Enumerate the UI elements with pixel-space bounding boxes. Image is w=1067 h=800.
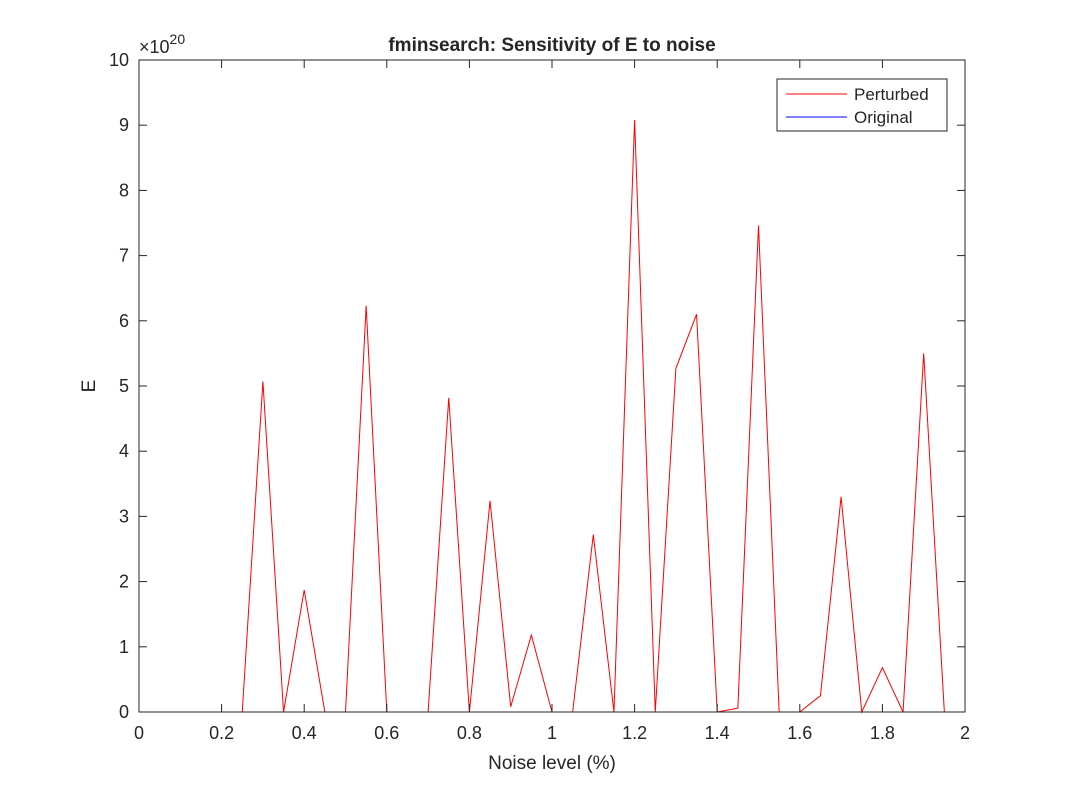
legend-label-original: Original [854,108,913,127]
legend-label-perturbed: Perturbed [854,85,929,104]
y-exponent: ×1020 [139,31,185,57]
y-axis-label: E [79,380,100,393]
y-tick-label: 0 [119,702,129,722]
x-tick-label: 0.6 [374,723,399,743]
y-tick-label: 2 [119,572,129,592]
x-tick-label: 1.2 [622,723,647,743]
legend-box [776,78,948,132]
y-tick-label: 6 [119,311,129,331]
y-exponent-power: 20 [170,31,186,47]
y-tick-label: 7 [119,246,129,266]
x-tick-label: 1 [547,723,557,743]
x-tick-label: 0.4 [292,723,317,743]
y-tick-label: 10 [109,50,129,70]
legend: Perturbed Original [776,78,948,132]
y-axis-ticks: 0 1 2 3 4 5 6 7 8 9 10 [109,50,965,722]
y-exponent-base: ×10 [139,37,170,57]
x-tick-label: 1.6 [787,723,812,743]
x-axis-ticks: 0 0.2 0.4 0.6 0.8 1 1.2 1.4 1.6 1.8 2 [134,60,970,743]
y-tick-label: 9 [119,115,129,135]
x-tick-label: 1.4 [705,723,730,743]
y-tick-label: 4 [119,441,129,461]
y-tick-label: 5 [119,376,129,396]
x-tick-label: 0 [134,723,144,743]
x-tick-label: 2 [960,723,970,743]
x-tick-label: 1.8 [870,723,895,743]
x-axis-label: Noise level (%) [488,753,616,774]
y-tick-label: 8 [119,180,129,200]
x-tick-label: 0.8 [457,723,482,743]
y-tick-label: 3 [119,506,129,526]
y-tick-label: 1 [119,637,129,657]
x-tick-label: 0.2 [209,723,234,743]
chart-title: fminsearch: Sensitivity of E to noise [388,35,715,56]
